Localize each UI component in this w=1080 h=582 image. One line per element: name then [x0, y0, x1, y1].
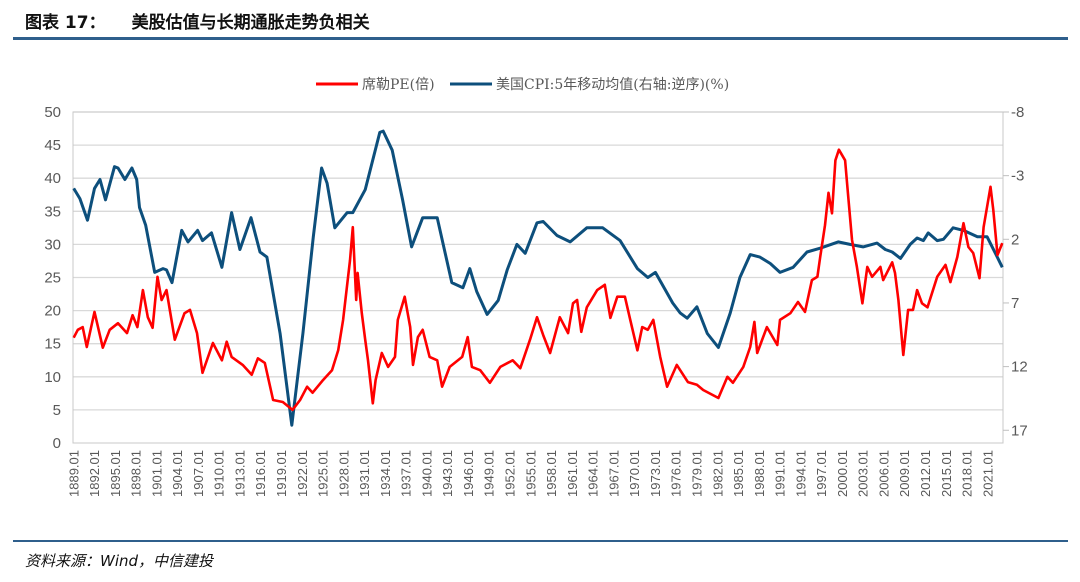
y-tick-label: 25	[44, 270, 61, 287]
y-tick-label: 50	[44, 104, 61, 121]
gridlines	[73, 111, 1003, 411]
x-tick-label: 1985.01	[731, 450, 746, 497]
x-tick-label: 1991.01	[773, 450, 788, 497]
legend: 席勒PE(倍) 美国CPI:5年移动均值(右轴:逆序)(%)	[316, 77, 729, 93]
x-tick-label: 1889.01	[66, 450, 81, 497]
x-tick-label: 1907.01	[191, 450, 206, 497]
y-tick-label: 10	[44, 369, 61, 386]
y2-tick-label: 17	[1011, 422, 1028, 439]
x-axis-ticks: 1889.01 1892.01 1895.01 1898.01 1901.01 1904.…	[66, 450, 995, 497]
x-tick-label: 2006.01	[876, 450, 891, 497]
x-tick-label: 1931.01	[357, 450, 372, 497]
x-tick-label: 1919.01	[274, 450, 289, 497]
figure-title-text: 美股估值与长期通胀走势负相关	[131, 13, 370, 33]
series-lines	[72, 129, 1004, 427]
plot-frame	[72, 111, 1004, 444]
x-tick-label: 2015.01	[939, 450, 954, 497]
source-note: 资料来源：Wind，中信建投	[25, 552, 214, 570]
x-tick-label: 2009.01	[897, 450, 912, 497]
x-tick-label: 1925.01	[316, 450, 331, 497]
x-tick-label: 1958.01	[544, 450, 559, 497]
x-tick-label: 1949.01	[482, 450, 497, 497]
x-tick-label: 1937.01	[399, 450, 414, 497]
footer-divider	[13, 540, 1068, 542]
x-tick-label: 1943.01	[440, 450, 455, 497]
figure-number: 图表 17：	[25, 13, 106, 33]
y-tick-label: 5	[53, 402, 61, 419]
y2-tick-label: -3	[1011, 168, 1024, 185]
x-tick-label: 1964.01	[586, 450, 601, 497]
x-tick-label: 1982.01	[710, 450, 725, 497]
x-tick-label: 1955.01	[523, 450, 538, 497]
x-tick-label: 1940.01	[419, 450, 434, 497]
x-tick-label: 1988.01	[752, 450, 767, 497]
y-tick-label: 45	[44, 137, 61, 154]
y2-tick-label: 12	[1011, 359, 1028, 376]
x-tick-label: 1898.01	[129, 450, 144, 497]
y-tick-label: 0	[53, 435, 61, 452]
x-tick-label: 1934.01	[378, 450, 393, 497]
x-tick-label: 1961.01	[565, 450, 580, 497]
x-tick-label: 1901.01	[149, 450, 164, 497]
x-tick-label: 1904.01	[170, 450, 185, 497]
x-tick-label: 1916.01	[253, 450, 268, 497]
x-tick-label: 1928.01	[336, 450, 351, 497]
x-tick-label: 1895.01	[108, 450, 123, 497]
x-tick-label: 2003.01	[856, 450, 871, 497]
y-tick-label: 15	[44, 336, 61, 353]
y2-tick-label: -8	[1011, 104, 1024, 121]
x-tick-label: 1952.01	[503, 450, 518, 497]
x-tick-label: 1973.01	[648, 450, 663, 497]
x-tick-label: 1970.01	[627, 450, 642, 497]
right-axis-ticks: -8 -3 2 7 12 17	[1003, 104, 1028, 439]
x-tick-label: 2018.01	[960, 450, 975, 497]
y-tick-label: 20	[44, 303, 61, 320]
x-tick-label: 1892.01	[87, 450, 102, 497]
y-tick-label: 35	[44, 203, 61, 220]
x-tick-label: 1913.01	[232, 450, 247, 497]
x-tick-label: 1979.01	[689, 450, 704, 497]
title-divider	[13, 37, 1068, 40]
series-line-us-cpi-5y-avg	[72, 129, 1004, 427]
x-tick-label: 2021.01	[980, 450, 995, 497]
x-tick-label: 1946.01	[461, 450, 476, 497]
series-line-shiller-pe	[72, 148, 1004, 412]
x-tick-label: 2000.01	[835, 450, 850, 497]
x-tick-label: 1994.01	[793, 450, 808, 497]
left-axis-ticks: 0 5 10 15 20 25 30 35 40 45 50	[44, 104, 61, 452]
legend-label-pe: 席勒PE(倍)	[362, 77, 435, 93]
figure-title: 图表 17： 美股估值与长期通胀走势负相关	[25, 8, 370, 33]
y-tick-label: 30	[44, 236, 61, 253]
x-tick-label: 2012.01	[918, 450, 933, 497]
x-tick-label: 1976.01	[669, 450, 684, 497]
legend-label-cpi: 美国CPI:5年移动均值(右轴:逆序)(%)	[496, 77, 729, 93]
y-tick-label: 40	[44, 170, 61, 187]
y2-tick-label: 7	[1011, 295, 1019, 312]
x-tick-label: 1922.01	[295, 450, 310, 497]
x-tick-label: 1910.01	[212, 450, 227, 497]
y2-tick-label: 2	[1011, 231, 1019, 248]
x-tick-label: 1967.01	[606, 450, 621, 497]
x-tick-label: 1997.01	[814, 450, 829, 497]
